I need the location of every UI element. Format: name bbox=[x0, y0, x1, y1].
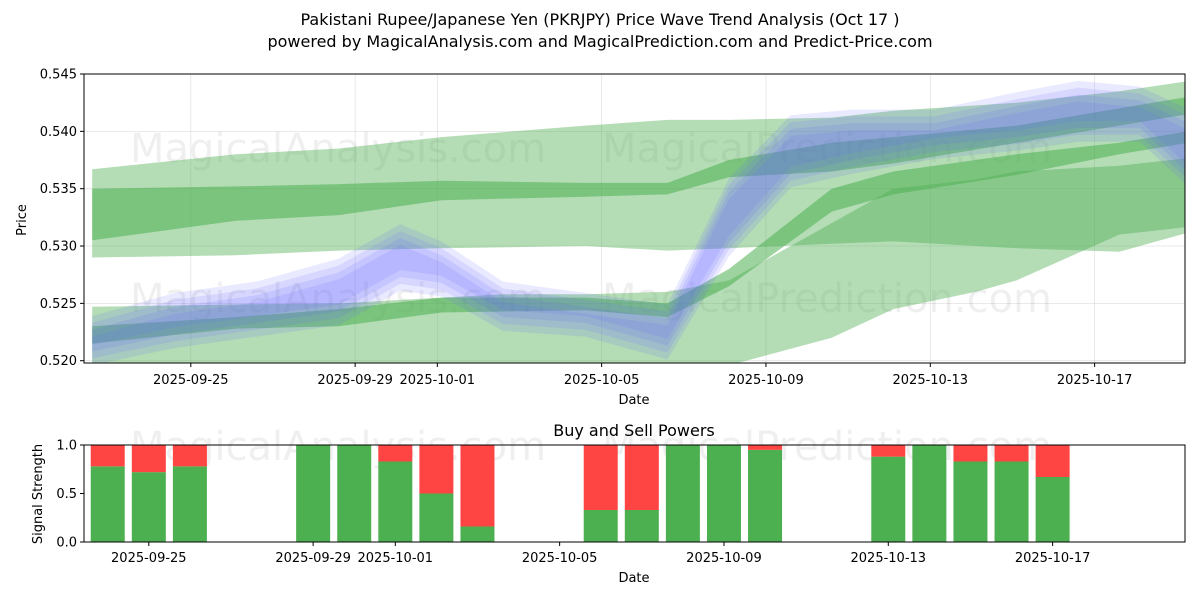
buy-bar bbox=[296, 445, 331, 542]
price-xtick-label: 2025-09-29 bbox=[317, 373, 393, 388]
sell-bar bbox=[378, 445, 413, 462]
price-ytick-label: 0.520 bbox=[40, 354, 77, 369]
signal-ylabel: Signal Strength bbox=[31, 444, 46, 544]
price-ylabel: Price bbox=[15, 204, 30, 236]
price-plot-frame bbox=[83, 73, 1186, 364]
price-bands bbox=[92, 80, 1185, 363]
signal-ytick-label: 1.0 bbox=[56, 439, 77, 454]
price-band-4-3 bbox=[92, 80, 1185, 363]
buy-bar bbox=[665, 445, 700, 542]
price-band-1-0 bbox=[92, 97, 1185, 241]
sell-bar bbox=[583, 445, 618, 510]
sell-bar bbox=[131, 445, 166, 473]
sell-bar bbox=[871, 445, 906, 457]
signal-xtick-label: 2025-10-17 bbox=[1015, 551, 1091, 566]
signal-ytick-label: 0.5 bbox=[56, 487, 77, 502]
sell-bar bbox=[748, 445, 783, 450]
price-ytick-label: 0.540 bbox=[40, 125, 77, 140]
buy-bar bbox=[378, 461, 413, 542]
sell-bar bbox=[624, 445, 659, 510]
price-xtick-label: 2025-10-13 bbox=[893, 373, 969, 388]
buy-bar bbox=[583, 509, 618, 542]
buy-bar bbox=[748, 449, 783, 542]
buy-bar bbox=[419, 493, 454, 542]
price-xtick-label: 2025-10-01 bbox=[400, 373, 476, 388]
price-band-3-0 bbox=[92, 131, 1185, 344]
price-xlabel: Date bbox=[618, 393, 649, 408]
buy-bar bbox=[871, 456, 906, 542]
sell-bar bbox=[1035, 445, 1070, 478]
price-band-4-0 bbox=[92, 101, 1185, 345]
price-xtick-label: 2025-10-17 bbox=[1057, 373, 1133, 388]
buy-bar bbox=[953, 461, 988, 542]
price-x-axis: 2025-09-25 2025-09-29 2025-10-01 2025-10-05… bbox=[153, 363, 1132, 388]
sell-bar bbox=[172, 445, 207, 467]
signal-bars bbox=[90, 445, 1070, 542]
price-band-0-0 bbox=[92, 81, 1185, 258]
price-ytick-label: 0.530 bbox=[40, 240, 77, 255]
signal-xtick-label: 2025-10-01 bbox=[358, 551, 434, 566]
price-xtick-label: 2025-10-09 bbox=[728, 373, 804, 388]
signal-y-axis: 0.0 0.5 1.0 bbox=[56, 439, 84, 551]
chart-title-line2: powered by MagicalAnalysis.com and Magic… bbox=[267, 32, 932, 51]
sell-bar bbox=[460, 445, 495, 527]
signal-xtick-label: 2025-10-09 bbox=[686, 551, 762, 566]
buy-bar bbox=[460, 526, 495, 542]
signal-ytick-label: 0.0 bbox=[56, 536, 77, 551]
sell-bar bbox=[994, 445, 1029, 462]
signal-chart: Buy and Sell Powers MagicalAnalysis.com … bbox=[31, 421, 1186, 586]
buy-bar bbox=[90, 466, 125, 542]
price-xtick-label: 2025-10-05 bbox=[564, 373, 640, 388]
watermark-1: MagicalAnalysis.com bbox=[130, 126, 546, 172]
buy-bar bbox=[172, 466, 207, 542]
signal-xtick-label: 2025-10-13 bbox=[851, 551, 927, 566]
price-y-axis: 0.520 0.525 0.530 0.535 0.540 0.545 bbox=[40, 68, 84, 369]
sell-bar bbox=[90, 445, 125, 467]
price-ytick-label: 0.535 bbox=[40, 182, 77, 197]
signal-x-axis: 2025-09-25 2025-09-29 2025-10-01 2025-10-05… bbox=[111, 542, 1090, 566]
price-band-4-1 bbox=[92, 94, 1185, 352]
buy-bar bbox=[912, 445, 947, 542]
buy-bar bbox=[131, 472, 166, 542]
price-ytick-label: 0.545 bbox=[40, 68, 77, 83]
signal-xtick-label: 2025-09-29 bbox=[275, 551, 351, 566]
buy-bar bbox=[337, 445, 372, 542]
sell-bar bbox=[419, 445, 454, 494]
buy-bar bbox=[624, 509, 659, 542]
signal-xlabel: Date bbox=[618, 571, 649, 586]
price-chart: MagicalAnalysis.com MagicalPrediction.co… bbox=[15, 68, 1186, 408]
buy-bar bbox=[706, 445, 741, 542]
price-ytick-label: 0.525 bbox=[40, 297, 77, 312]
buy-bar bbox=[994, 461, 1029, 542]
signal-xtick-label: 2025-10-05 bbox=[522, 551, 598, 566]
signal-chart-title: Buy and Sell Powers bbox=[553, 421, 715, 440]
sell-bar bbox=[953, 445, 988, 462]
chart-title-line1: Pakistani Rupee/Japanese Yen (PKRJPY) Pr… bbox=[300, 10, 899, 29]
price-xtick-label: 2025-09-25 bbox=[153, 373, 229, 388]
buy-bar bbox=[1035, 477, 1070, 542]
signal-xtick-label: 2025-09-25 bbox=[111, 551, 187, 566]
price-band-4-2 bbox=[92, 87, 1185, 359]
